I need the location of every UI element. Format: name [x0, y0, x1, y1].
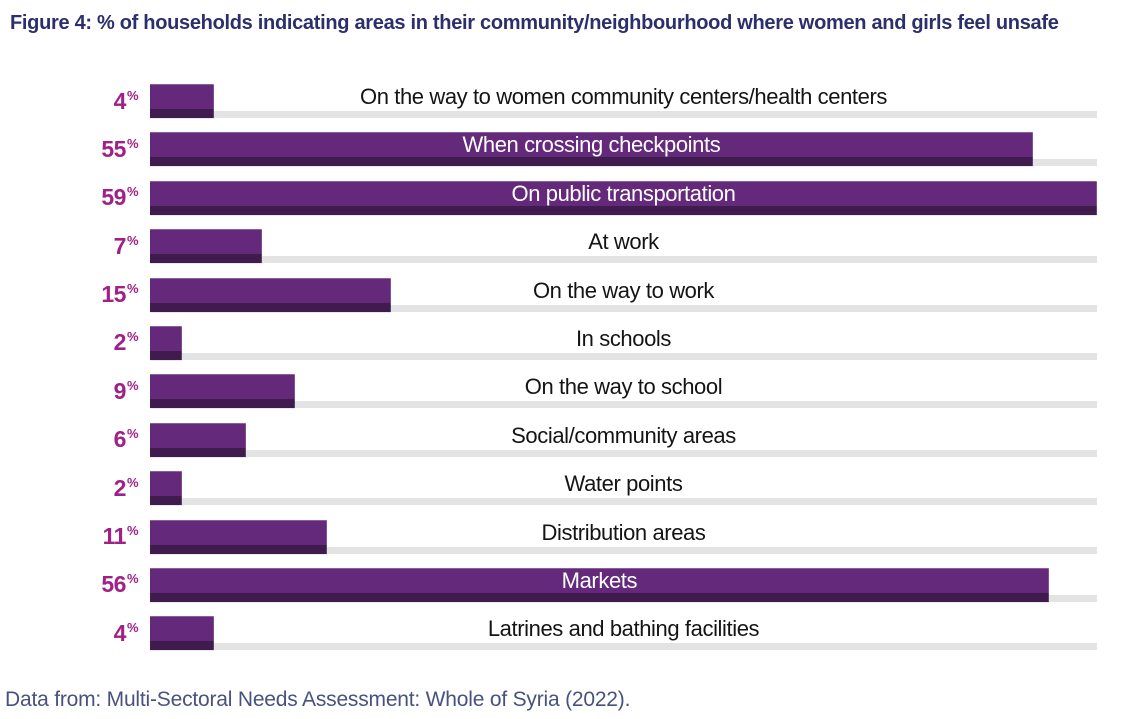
bar: [150, 519, 327, 554]
bar-row: 6% Social/community areas: [0, 422, 1132, 471]
percent-sign: %: [126, 135, 139, 151]
bar-value-label: 15%: [0, 278, 138, 312]
bar: [150, 374, 295, 409]
bar-value-label: 11%: [0, 520, 139, 554]
percent-sign: %: [126, 571, 139, 587]
bar-row: 15% On the way to work: [0, 277, 1132, 326]
bar-value-label: 4%: [0, 616, 139, 650]
bar-track: [150, 304, 1097, 312]
bar-row: 56% Markets: [0, 567, 1132, 616]
bar-value-number: 59: [101, 184, 126, 211]
percent-sign: %: [126, 232, 139, 248]
bar: [150, 471, 183, 506]
percent-sign: %: [126, 281, 139, 297]
bar-value-number: 6: [113, 426, 127, 453]
percent-sign: %: [126, 377, 139, 393]
bar-value-number: 4: [113, 87, 127, 114]
bar-value-number: 4: [113, 619, 127, 646]
bar-value-label: 55%: [0, 132, 138, 166]
bar-value-label: 59%: [0, 181, 138, 215]
bar-value-label: 56%: [0, 568, 138, 602]
bar-row: 4% On the way to women community centers…: [0, 84, 1132, 132]
bar-row: 55% When crossing checkpoints: [0, 132, 1132, 180]
bar-value-number: 7: [113, 232, 127, 259]
bar-row: 4% Latrines and bathing facilities: [0, 616, 1132, 664]
bar-track: [150, 546, 1097, 554]
percent-sign: %: [126, 87, 139, 103]
bar-value-label: 4%: [0, 84, 139, 118]
bar-row: 59% On public transportation: [0, 180, 1132, 229]
bar: [150, 567, 1049, 602]
bar-value-label: 2%: [0, 471, 139, 505]
bar-category-label: Markets: [561, 567, 638, 593]
bar-category-label: When crossing checkpoints: [462, 132, 721, 158]
bar-category-label: Social/community areas: [511, 422, 736, 448]
bar-value-label: 9%: [0, 374, 139, 408]
bar-category-label: Water points: [564, 471, 683, 497]
bar: [150, 277, 391, 312]
bar-track: [150, 498, 1097, 506]
bar-row: 9% On the way to school: [0, 374, 1132, 422]
percent-sign: %: [126, 523, 139, 539]
bar: [150, 132, 1033, 167]
bar-row: 11% Distribution areas: [0, 519, 1132, 568]
bar-row: 2% Water points: [0, 471, 1132, 519]
bar: [150, 325, 183, 360]
bar: [150, 84, 215, 118]
bar-category-label: Distribution areas: [541, 519, 706, 545]
bar-value-number: 2: [113, 474, 127, 501]
bar-value-number: 15: [101, 281, 126, 308]
bar-category-label: On the way to women community centers/he…: [359, 84, 887, 109]
percent-sign: %: [126, 474, 139, 490]
bar-track: [150, 643, 1097, 651]
bar: [150, 180, 1097, 215]
bar-value-number: 11: [102, 523, 127, 550]
bar-value-number: 55: [101, 135, 126, 162]
percent-sign: %: [126, 329, 139, 345]
bar-track: [150, 401, 1097, 409]
bar-value-label: 2%: [0, 326, 139, 360]
percent-sign: %: [126, 426, 139, 442]
bar: [150, 616, 215, 651]
bar-row: 7% At work: [0, 229, 1132, 277]
bar-value-number: 9: [113, 377, 127, 404]
bar-row: 2% In schools: [0, 325, 1132, 374]
percent-sign: %: [126, 184, 139, 200]
bar-category-label: On public transportation: [511, 180, 736, 206]
bar-value-label: 7%: [0, 229, 139, 263]
percent-sign: %: [126, 619, 139, 635]
bar-track: [150, 352, 1097, 360]
bar-value-number: 56: [101, 571, 126, 598]
bar-category-label: On the way to work: [532, 277, 715, 303]
bar-track: [150, 256, 1097, 264]
bar: [150, 422, 247, 457]
bar-category-label: At work: [588, 229, 659, 255]
data-source-note: Data from: Multi-Sectoral Needs Assessme…: [5, 688, 631, 711]
bar-category-label: Latrines and bathing facilities: [487, 616, 760, 642]
bar: [150, 229, 263, 264]
bar-track: [150, 449, 1097, 457]
bar-value-label: 6%: [0, 423, 139, 457]
bar-category-label: In schools: [575, 325, 672, 351]
bar-track: [150, 111, 1097, 118]
bar-chart: 4% On the way to women community centers…: [0, 84, 1132, 665]
figure-title: Figure 4: % of households indicating are…: [10, 12, 1059, 34]
bar-category-label: On the way to school: [524, 374, 723, 400]
bar-value-number: 2: [113, 329, 127, 356]
